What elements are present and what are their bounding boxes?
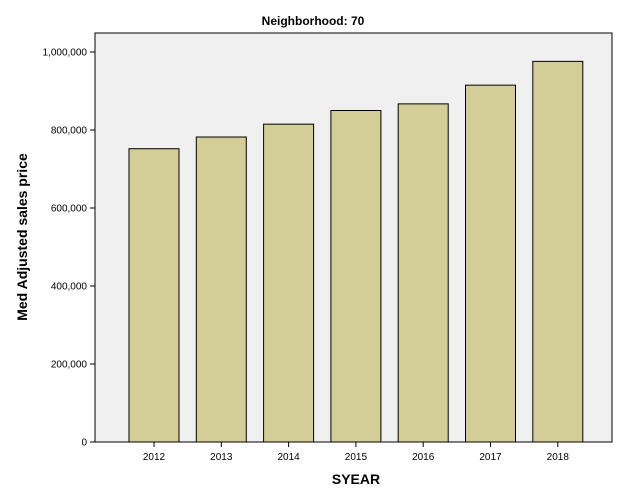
x-tick-label: 2012 (143, 452, 166, 463)
y-tick-label: 800,000 (51, 126, 88, 137)
y-tick-label: 1,000,000 (43, 48, 88, 59)
bar-2018 (532, 60, 584, 443)
y-tick-label: 200,000 (51, 360, 88, 371)
bar-2016 (397, 103, 449, 443)
y-axis-label: Med Adjusted sales price (14, 153, 30, 321)
y-axis: 0 200,000 400,000 600,000 800,000 1,000,000 (43, 48, 95, 449)
x-axis-label: SYEAR (332, 471, 380, 487)
bar-2015 (330, 110, 382, 443)
bar-2012 (128, 148, 180, 443)
x-tick-label: 2016 (412, 452, 435, 463)
x-tick-label: 2013 (210, 452, 233, 463)
x-tick-label: 2018 (547, 452, 570, 463)
x-tick-label: 2014 (277, 452, 300, 463)
bar-2017 (465, 84, 516, 443)
bar-2013 (195, 136, 247, 443)
bars (128, 60, 584, 443)
y-tick-label: 400,000 (51, 282, 88, 293)
x-tick-label: 2017 (479, 452, 502, 463)
bar-2014 (263, 123, 315, 443)
x-tick-label: 2015 (345, 452, 368, 463)
y-tick-label: 0 (81, 438, 87, 449)
x-axis: 2012 2013 2014 2015 2016 2017 2018 (143, 442, 569, 463)
y-tick-label: 600,000 (51, 204, 88, 215)
chart-title: Neighborhood: 70 (262, 14, 365, 28)
